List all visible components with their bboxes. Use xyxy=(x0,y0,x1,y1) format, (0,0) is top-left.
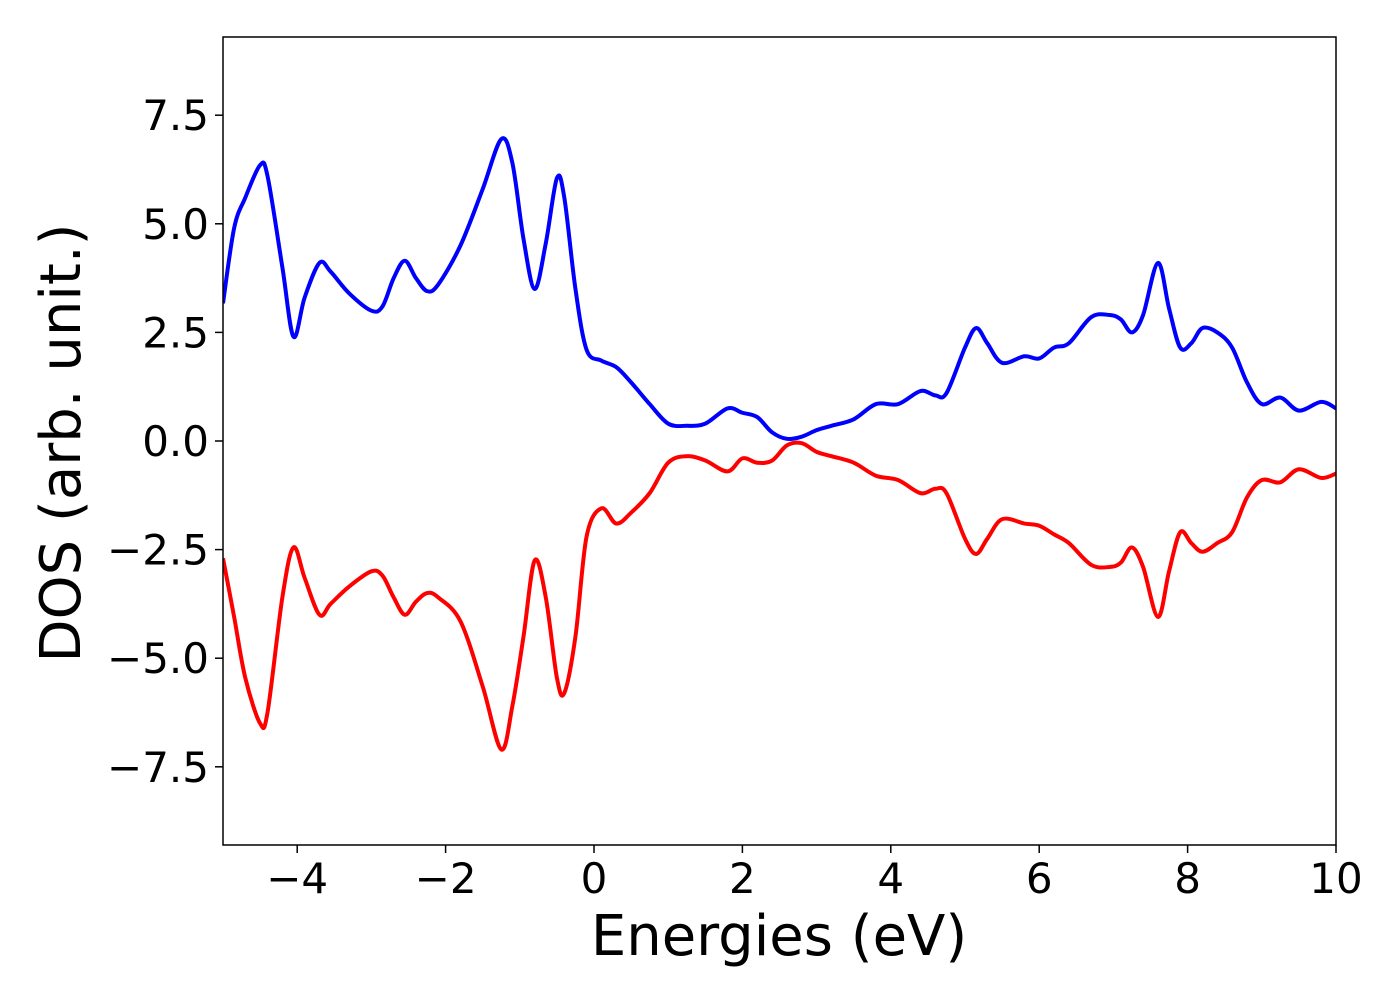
plot-lines xyxy=(223,136,1336,752)
y-tick-label: −7.5 xyxy=(107,743,209,792)
y-tick-label: 5.0 xyxy=(142,200,209,249)
x-tick-label: −4 xyxy=(266,854,328,903)
y-tick-label: −2.5 xyxy=(107,526,209,575)
dos-line xyxy=(223,440,1336,752)
x-tick-label: 4 xyxy=(877,854,904,903)
y-tick-label: 7.5 xyxy=(142,91,209,140)
x-tick-label: 0 xyxy=(581,854,608,903)
plot-frame xyxy=(222,36,1337,846)
x-tick-label: 6 xyxy=(1026,854,1053,903)
y-tick-label: −5.0 xyxy=(107,634,209,683)
x-tick-label: 10 xyxy=(1309,854,1362,903)
x-tick-label: 8 xyxy=(1174,854,1201,903)
x-tick-label: 2 xyxy=(729,854,756,903)
y-axis-label: DOS (arb. unit.) xyxy=(29,223,94,662)
y-tick-label: 2.5 xyxy=(142,308,209,357)
x-tick-label: −2 xyxy=(415,854,477,903)
y-tick-label: 0.0 xyxy=(142,417,209,466)
x-axis-label: Energies (eV) xyxy=(591,904,967,969)
dos-line xyxy=(223,136,1336,442)
